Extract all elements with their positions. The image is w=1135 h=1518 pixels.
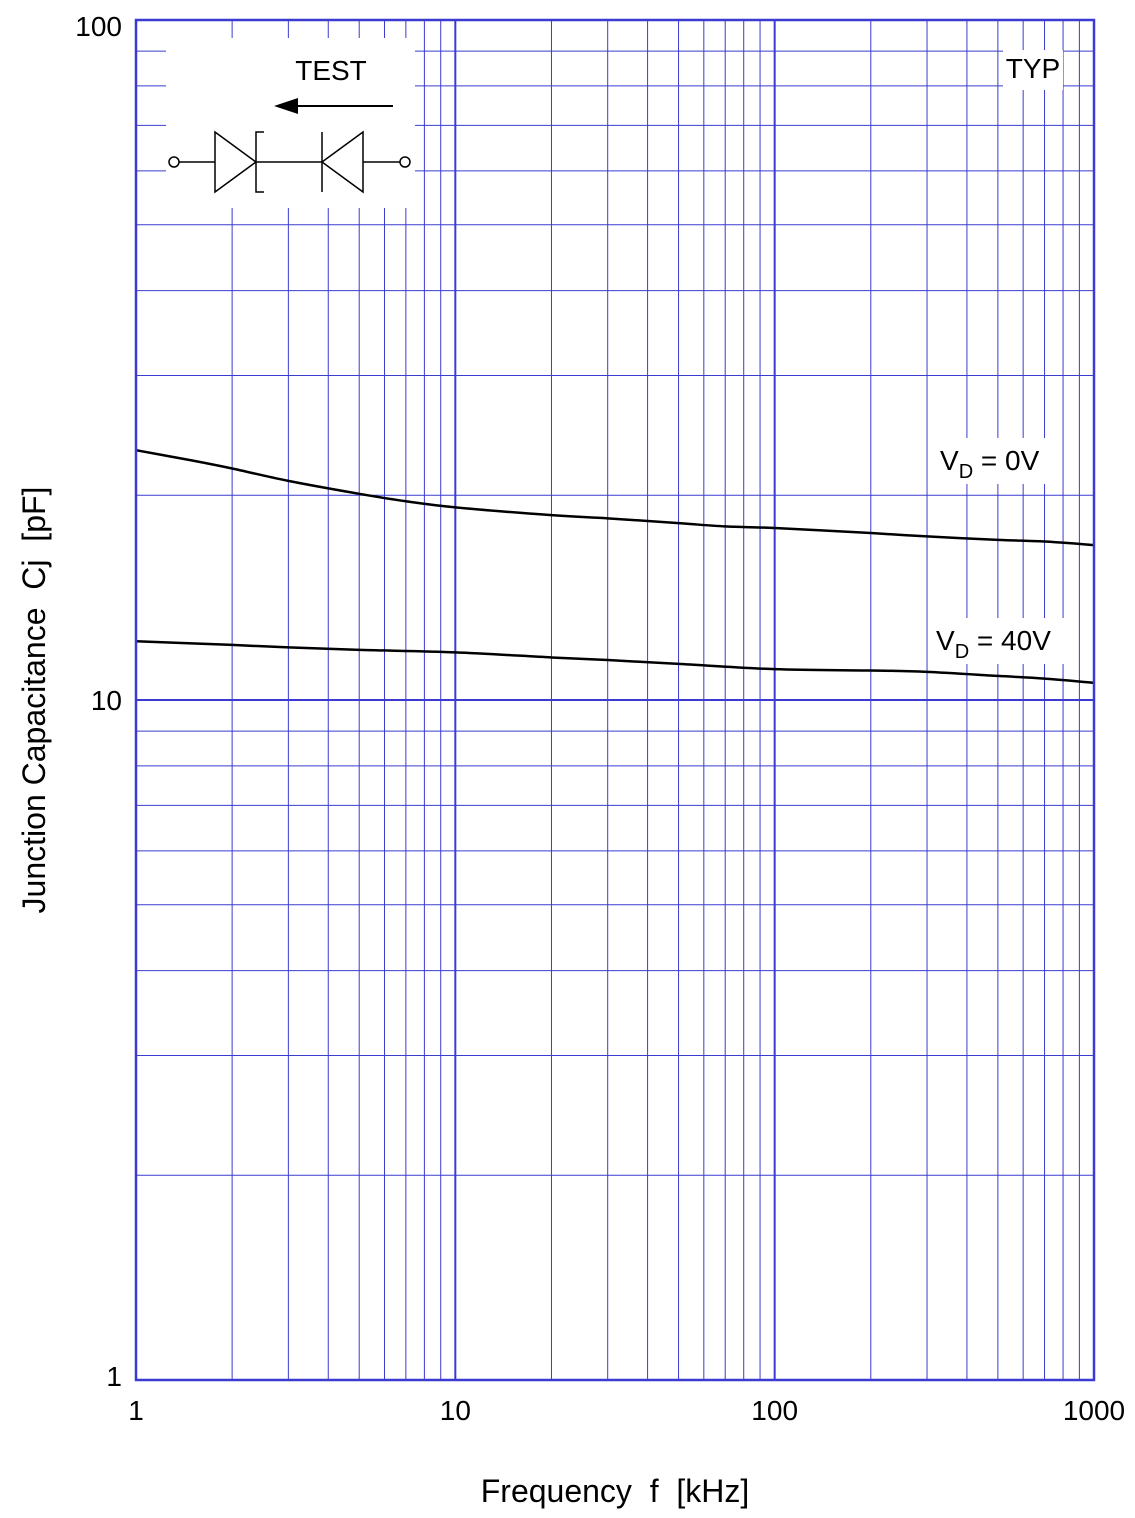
right-terminal-icon xyxy=(399,156,411,168)
x-tick-label: 1 xyxy=(128,1395,144,1426)
typ-label-background xyxy=(1003,50,1063,90)
x-axis-title: Frequency f [kHz] xyxy=(481,1473,750,1509)
series-1-label-sub: D xyxy=(955,641,969,663)
series-1-label-rest: = 40V xyxy=(969,625,1051,656)
plot-frame xyxy=(134,18,1096,1382)
y-axis-title: Junction Capacitance Cj [pF] xyxy=(16,487,52,914)
annotation-layer: Frequency f [kHz] Junction Capacitance C… xyxy=(16,53,1060,1509)
test-circuit-inset xyxy=(166,38,1070,664)
y-tick-label: 100 xyxy=(75,11,122,42)
series-1-label-background xyxy=(930,618,1070,664)
plot-border xyxy=(134,18,1096,1382)
zener-diode-icon xyxy=(214,130,258,194)
test-label: TEST xyxy=(295,55,367,86)
series-0-label: VD = 0V xyxy=(940,445,1040,483)
grid-layer xyxy=(136,20,1094,1380)
typ-label: TYP xyxy=(1006,53,1060,84)
series-1-label: VD = 40V xyxy=(936,625,1051,663)
x-tick-label: 1000 xyxy=(1063,1395,1125,1426)
y-tick-label: 1 xyxy=(106,1361,122,1392)
series-0-label-main: V xyxy=(940,445,959,476)
inset-background xyxy=(166,38,415,208)
left-terminal-icon xyxy=(168,156,180,168)
series-0-line xyxy=(135,448,1095,547)
x-tick-label: 100 xyxy=(751,1395,798,1426)
series-1-line xyxy=(135,640,1095,685)
y-tick-label: 10 xyxy=(91,685,122,716)
series-0-label-sub: D xyxy=(959,461,973,483)
x-tick-label: 10 xyxy=(440,1395,471,1426)
series-0-label-background xyxy=(930,438,1060,484)
tick-labels: 1 10 100 1000 1 10 100 xyxy=(75,11,1125,1426)
series-1-label-main: V xyxy=(936,625,955,656)
test-arrow-head xyxy=(274,98,298,114)
series-0-label-rest: = 0V xyxy=(973,445,1039,476)
